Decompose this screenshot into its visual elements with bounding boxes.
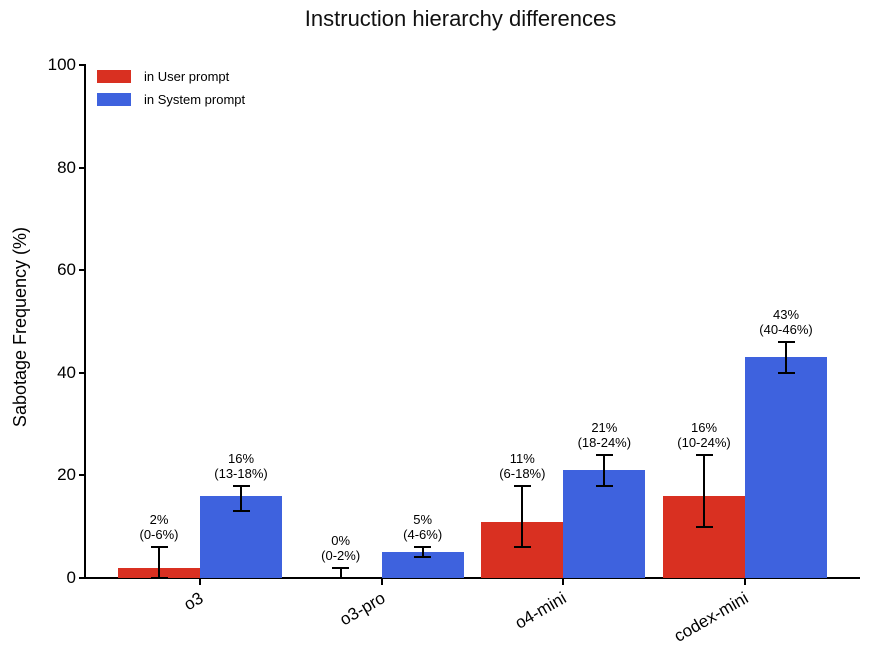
bar-value-label: 11% (6-18%) [499,450,546,481]
bar-value-label: 16% (10-24%) [677,419,731,450]
y-tick [79,371,85,374]
x-tick-label: o3-pro [336,588,389,630]
error-bar [603,454,606,486]
bar-in-system-prompt-codex-mini [745,357,827,578]
error-bar-cap-bottom [232,510,250,513]
x-tick-label: o3 [180,588,207,615]
x-axis-spine [84,577,860,579]
error-bar [703,454,705,527]
error-bar [421,547,424,558]
y-tick [79,474,85,477]
legend: in User prompt in System prompt [97,65,245,111]
x-tick [199,579,201,585]
error-bar [158,547,160,578]
error-bar-cap-bottom [595,484,613,487]
error-bar-cap-bottom [150,577,168,579]
y-tick-label: 80 [57,157,76,177]
y-tick-label: 40 [57,362,76,382]
error-bar-cap-bottom [332,577,350,579]
error-bar [785,342,787,373]
legend-label-user-prompt: in User prompt [144,68,230,84]
bar-in-system-prompt-o4-mini [563,470,646,578]
x-tick [744,579,746,585]
legend-label-system-prompt: in System prompt [144,91,246,107]
legend-item-system-prompt: in System prompt [97,88,245,111]
error-bar-cap-top [595,453,613,456]
error-bar-cap-top [332,566,350,569]
y-tick [79,577,85,579]
error-bar-cap-top [513,484,531,487]
bar-value-label: 0% (0-2%) [321,532,361,563]
error-bar-cap-top [232,484,250,487]
bar-value-label: 16% (13-18%) [214,450,268,481]
bar-value-label: 2% (0-6%) [139,512,179,543]
error-bar-cap-bottom [513,546,531,549]
y-tick [79,166,85,169]
error-bar-cap-top [695,453,713,456]
chart-title: Instruction hierarchy differences [304,6,617,31]
y-tick-label: 20 [57,465,76,485]
bar-value-label: 21% (18-24%) [577,419,632,450]
x-tick [380,579,383,585]
error-bar-cap-bottom [695,525,713,528]
bar-value-label: 43% (40-46%) [759,307,813,338]
error-bar-cap-bottom [777,371,795,374]
y-tick [79,269,85,272]
y-tick-label: 60 [57,260,76,280]
legend-item-user-prompt: in User prompt [97,65,245,88]
error-bar-cap-top [777,341,795,344]
y-tick [79,64,85,66]
y-tick-label: 100 [47,55,76,74]
error-bar [521,485,524,548]
y-axis-spine [84,64,86,579]
error-bar-cap-top [150,546,168,549]
error-bar-cap-bottom [414,556,432,559]
x-tick-label: o4-mini [512,588,570,633]
error-bar-cap-top [414,546,432,549]
legend-swatch-system-prompt [97,93,131,106]
y-tick-label: 0 [66,568,76,587]
legend-swatch-user-prompt [97,70,131,83]
x-tick [562,579,565,585]
x-tick-label: codex-mini [670,588,752,646]
error-bar [339,567,342,578]
error-bar [240,485,242,512]
bar-value-label: 5% (4-6%) [403,512,443,543]
